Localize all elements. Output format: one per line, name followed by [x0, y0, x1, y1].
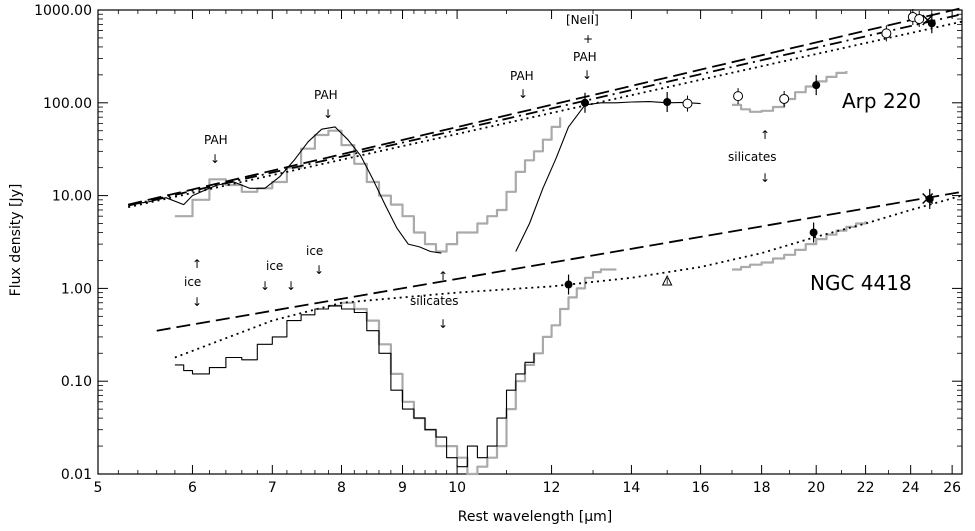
ice-arrow-3: ↓: [314, 263, 324, 277]
series-dashed-line: [156, 190, 963, 332]
series-thin-black-step-line: [174, 305, 535, 468]
pah-label-2: PAH: [314, 88, 338, 102]
series-gray-step-line: [174, 117, 562, 253]
x-tick-label: 14: [623, 480, 641, 496]
pah-arrow-4: ↓: [582, 68, 592, 82]
x-tick-label: 6: [188, 480, 197, 496]
points-layer: [564, 9, 936, 295]
ice-arrow-down-1: ↓: [192, 295, 202, 309]
neii-label-2: +: [583, 32, 593, 46]
data-point-filled: [580, 98, 589, 107]
x-tick-label: 7: [268, 480, 277, 496]
pah-arrow-2: ↓: [323, 107, 333, 121]
data-point-cross: [922, 192, 934, 205]
data-point-filled: [812, 81, 821, 90]
y-axis-title: Flux density [Jy]: [8, 184, 24, 297]
x-tick-label: 22: [857, 480, 875, 496]
y-tick-label: 0.10: [61, 374, 92, 390]
annotations-layer: Arp 220 NGC 4418 PAH ↓ PAH ↓ PAH ↓ [NeII…: [184, 13, 921, 331]
ice-label-3: ice: [306, 244, 323, 258]
pah-arrow-3: ↓: [518, 87, 528, 101]
data-point-filled: [925, 194, 934, 203]
ice-label-2: ice: [266, 259, 283, 273]
series-dashed-line: [127, 7, 963, 206]
pah-arrow-1: ↓: [210, 152, 220, 166]
label-arp: Arp 220: [842, 89, 921, 113]
x-tick-label: 5: [94, 480, 103, 496]
silicates-arrow-up-arp: ↑: [760, 128, 770, 142]
x-tick-label: 10: [448, 480, 466, 496]
label-ngc: NGC 4418: [810, 271, 912, 295]
y-tick-label: 100.00: [43, 96, 92, 112]
silicates-label-ngc: silicates: [410, 294, 459, 308]
silicates-label-arp: silicates: [728, 150, 777, 164]
neii-label-1: [NeII]: [566, 13, 599, 27]
data-point-open: [733, 91, 744, 102]
data-point-filled: [809, 228, 818, 237]
ice-arrow-2b: ↓: [286, 279, 296, 293]
series-dashdot-line: [127, 13, 963, 207]
x-tick-label: 18: [753, 480, 771, 496]
silicates-arrow-up-ngc: ↑: [438, 269, 448, 283]
y-tick-label: 10.00: [52, 189, 92, 205]
data-point-filled: [927, 19, 936, 28]
x-tick-label: 9: [398, 480, 407, 496]
silicates-arrow-down-arp: ↓: [760, 171, 770, 185]
data-point-filled: [564, 280, 573, 289]
y-tick-label: 0.01: [61, 467, 92, 483]
pah-label-4: PAH: [573, 50, 597, 64]
x-tick-label: 8: [337, 480, 346, 496]
plot-frame: [97, 9, 963, 475]
data-point-open: [881, 28, 892, 39]
pah-label-1: PAH: [204, 133, 228, 147]
x-tick-label: 12: [543, 480, 561, 496]
x-tick-label: 26: [943, 480, 961, 496]
series-dotted-line: [174, 194, 963, 359]
series-gray-step-line: [732, 71, 848, 113]
series-dotted-line: [128, 20, 963, 209]
x-tick-label: 20: [807, 480, 825, 496]
axes: 5 6 7 8 9 10 12 14 16 18 20 22 24 26 0.01 0.10 1.00 10.00…: [34, 3, 963, 496]
data-point-open: [779, 93, 790, 104]
pah-label-3: PAH: [510, 69, 534, 83]
x-axis-title: Rest wavelength [μm]: [458, 509, 612, 525]
silicates-arrow-down-ngc: ↓: [438, 317, 448, 331]
series-thin-black-line: [128, 126, 442, 254]
x-tick-label: 24: [902, 480, 920, 496]
ice-label-1: ice: [184, 275, 201, 289]
data-point-triangle: [661, 274, 673, 286]
series-gray-step-line: [732, 221, 867, 271]
ice-arrow-2a: ↓: [260, 279, 270, 293]
data-point-filled: [663, 98, 672, 107]
data-point-open: [682, 98, 693, 109]
y-tick-label: 1.00: [61, 281, 92, 297]
ice-arrow-up-1: ↑: [192, 257, 202, 271]
series-layer: [127, 7, 963, 476]
series-thin-black-line: [515, 101, 701, 252]
data-point-open: [914, 13, 925, 24]
y-tick-label: 1000.00: [34, 3, 92, 19]
x-tick-label: 16: [692, 480, 710, 496]
